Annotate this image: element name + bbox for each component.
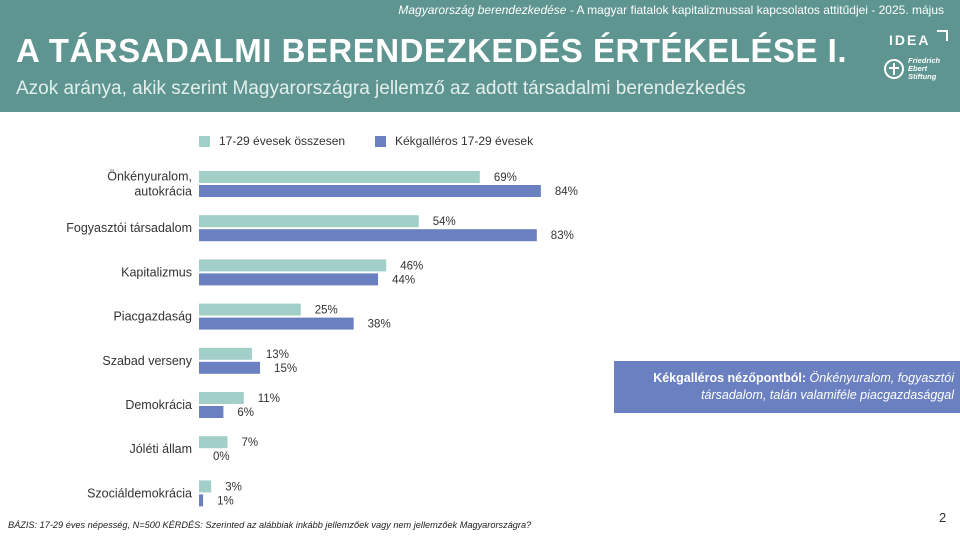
- legend-item-total: 17-29 évesek összesen: [199, 134, 345, 148]
- category-label-piacgazdasag: Piacgazdaság: [113, 310, 192, 324]
- category-label-kapitalizmus: Kapitalizmus: [121, 265, 192, 279]
- callout-box: Kékgalléros nézőpontból: Önkényuralom, f…: [614, 361, 960, 413]
- callout-text-1: Önkényuralom, fogyasztói: [806, 371, 954, 385]
- report-topic: Magyarország berendezkedése: [398, 3, 567, 17]
- bar-total-demokracia: [199, 392, 244, 404]
- value-label-bluecollar-joleti-allam: 0%: [213, 451, 230, 463]
- fes-logo-text: Friedrich Ebert Stiftung: [908, 57, 940, 81]
- value-label-total-joleti-allam: 7%: [241, 437, 258, 449]
- value-label-total-onkenyuralom-autokracia: 69%: [494, 172, 517, 184]
- bar-total-piacgazdasag: [199, 303, 301, 316]
- bar-bluecollar-piacgazdasag: [199, 317, 354, 330]
- callout-text-2: társadalom, talán valamiféle piacgazdasá…: [701, 388, 954, 402]
- bar-total-joleti-allam: [199, 436, 228, 449]
- category-label-szocialdemokracia: Szociáldemokrácia: [87, 486, 192, 500]
- page-number: 2: [939, 510, 947, 525]
- bar-bluecollar-kapitalizmus: [199, 273, 379, 286]
- category-label-demokracia: Demokrácia: [125, 398, 192, 412]
- value-label-total-piacgazdasag: 25%: [315, 305, 338, 317]
- bar-bluecollar-fogyasztoi-tarsadalom: [199, 229, 537, 242]
- fes-logo-line-1: Friedrich: [908, 56, 941, 65]
- category-label-onkenyuralom-autokracia-line-1: Önkényuralom,: [107, 170, 192, 184]
- value-label-total-demokracia: 11%: [258, 393, 280, 405]
- legend-label-bluecollar: Kékgalléros 17-29 évesek: [395, 134, 534, 148]
- bar-total-kapitalizmus: [199, 259, 387, 272]
- fes-logo-line-2: Ebert: [908, 64, 928, 73]
- value-label-bluecollar-fogyasztoi-tarsadalom: 83%: [551, 230, 574, 242]
- bar-bluecollar-szocialdemokracia: [199, 494, 204, 507]
- value-label-total-szabad-verseny: 13%: [266, 349, 289, 361]
- bar-total-fogyasztoi-tarsadalom: [199, 215, 419, 228]
- idea-logo: IDEA: [889, 30, 948, 48]
- legend-swatch-total: [199, 135, 210, 147]
- fes-logo: Friedrich Ebert Stiftung: [884, 57, 956, 84]
- report-subject: - A magyar fiatalok kapitalizmussal kapc…: [566, 3, 944, 17]
- bar-total-onkenyuralom-autokracia: [199, 171, 480, 183]
- footnote: BÁZIS: 17-29 éves népesség, N=500 KÉRDÉS…: [8, 520, 532, 530]
- value-label-bluecollar-szocialdemokracia: 1%: [217, 495, 234, 507]
- value-label-bluecollar-piacgazdasag: 38%: [368, 319, 391, 331]
- bar-total-szocialdemokracia: [199, 480, 212, 493]
- idea-logo-mark-icon: [937, 30, 948, 41]
- legend-swatch-bluecollar: [375, 135, 386, 147]
- value-label-bluecollar-onkenyuralom-autokracia: 84%: [555, 186, 578, 198]
- report-top-line: Magyarország berendezkedése - A magyar f…: [398, 3, 944, 17]
- legend-label-total: 17-29 évesek összesen: [219, 134, 346, 148]
- bar-total-szabad-verseny: [199, 347, 252, 360]
- bar-bluecollar-szabad-verseny: [199, 361, 261, 374]
- value-label-bluecollar-kapitalizmus: 44%: [392, 274, 415, 286]
- value-label-total-kapitalizmus: 46%: [400, 260, 423, 272]
- category-label-fogyasztoi-tarsadalom: Fogyasztói társadalom: [66, 221, 192, 235]
- bar-bluecollar-demokracia: [199, 406, 224, 418]
- bar-bluecollar-onkenyuralom-autokracia: [199, 185, 541, 197]
- header-banner: Magyarország berendezkedése - A magyar f…: [0, 0, 960, 112]
- fes-logo-icon: [884, 59, 904, 79]
- fes-logo-line-3: Stiftung: [908, 72, 937, 81]
- value-label-bluecollar-szabad-verseny: 15%: [274, 363, 297, 375]
- bar-chart: Önkényuralom,autokrácia 69% 84% Fogyasztói …: [66, 170, 578, 508]
- category-label-onkenyuralom-autokracia-line-2: autokrácia: [134, 185, 192, 199]
- value-label-total-fogyasztoi-tarsadalom: 54%: [433, 216, 456, 228]
- value-label-total-szocialdemokracia: 3%: [225, 481, 242, 493]
- page-subtitle: Azok aránya, akik szerint Magyarországra…: [16, 78, 746, 99]
- callout-heading: Kékgalléros nézőpontból:: [653, 371, 806, 385]
- value-label-bluecollar-demokracia: 6%: [237, 407, 254, 419]
- legend-item-bluecollar: Kékgalléros 17-29 évesek: [375, 134, 533, 148]
- category-label-joleti-allam: Jóléti állam: [129, 442, 192, 456]
- idea-logo-text: IDEA: [889, 32, 931, 48]
- page-title: A TÁRSADALMI BERENDEZKEDÉS ÉRTÉKELÉSE I.: [16, 32, 848, 69]
- category-label-szabad-verseny: Szabad verseny: [102, 354, 192, 368]
